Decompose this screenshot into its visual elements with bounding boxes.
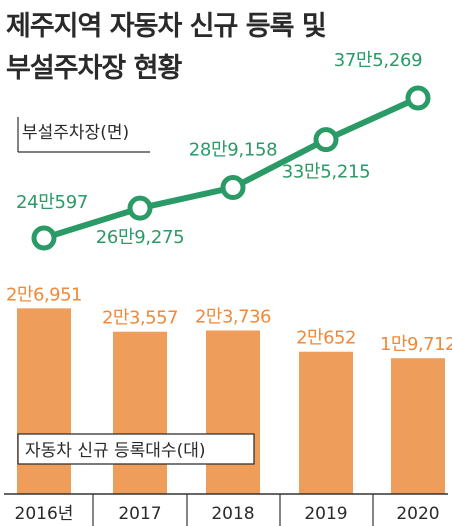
bar-4 [391, 358, 445, 494]
line-point-3 [313, 127, 339, 153]
bar-value-label-1: 2만3,557 [102, 308, 178, 329]
line-legend: 부설주차장(면) [17, 117, 150, 153]
line-value-label-2: 28만9,158 [189, 140, 278, 161]
bar-3 [299, 351, 353, 494]
line-point-2 [220, 175, 246, 201]
x-axis-ticks: 2016년 2017 2018 2019 2020 [15, 494, 440, 526]
title-line-1: 제주지역 자동차 신규 등록 및 [6, 11, 327, 42]
line-legend-label: 부설주차장(면) [22, 123, 129, 143]
bar-0 [17, 308, 71, 494]
x-tick-label-3: 2019 [304, 504, 347, 524]
bar-2 [206, 330, 260, 494]
line-point-0 [31, 225, 57, 251]
line-point-1 [127, 195, 153, 221]
bar-1 [113, 331, 167, 494]
x-tick-label-4: 2020 [396, 504, 439, 524]
line-value-label-3: 33만5,215 [282, 162, 371, 183]
x-tick-label-0: 2016년 [15, 504, 74, 524]
chart-title: 제주지역 자동차 신규 등록 및 부설주차장 현황 [6, 6, 327, 90]
bar-legend: 자동차 신규 등록대수(대) [17, 433, 255, 465]
x-tick-label-2: 2018 [211, 504, 254, 524]
title-line-2: 부설주차장 현황 [6, 53, 182, 84]
bar-legend-label: 자동차 신규 등록대수(대) [25, 441, 205, 461]
bar-series: 2만6,951 2만3,557 2만3,736 2만652 1만9,712 [6, 284, 452, 494]
bar-value-label-3: 2만652 [296, 328, 356, 349]
line-point-4 [405, 85, 431, 111]
bar-value-label-0: 2만6,951 [6, 284, 82, 305]
line-value-label-0: 24만597 [16, 192, 88, 213]
line-value-label-4: 37만5,269 [334, 50, 423, 71]
bar-value-label-4: 1만9,712 [380, 334, 452, 355]
x-tick-label-1: 2017 [118, 504, 161, 524]
bar-legend-box [17, 433, 255, 465]
line-value-label-1: 26만9,275 [96, 227, 185, 248]
bar-value-label-2: 2만3,736 [195, 306, 271, 327]
